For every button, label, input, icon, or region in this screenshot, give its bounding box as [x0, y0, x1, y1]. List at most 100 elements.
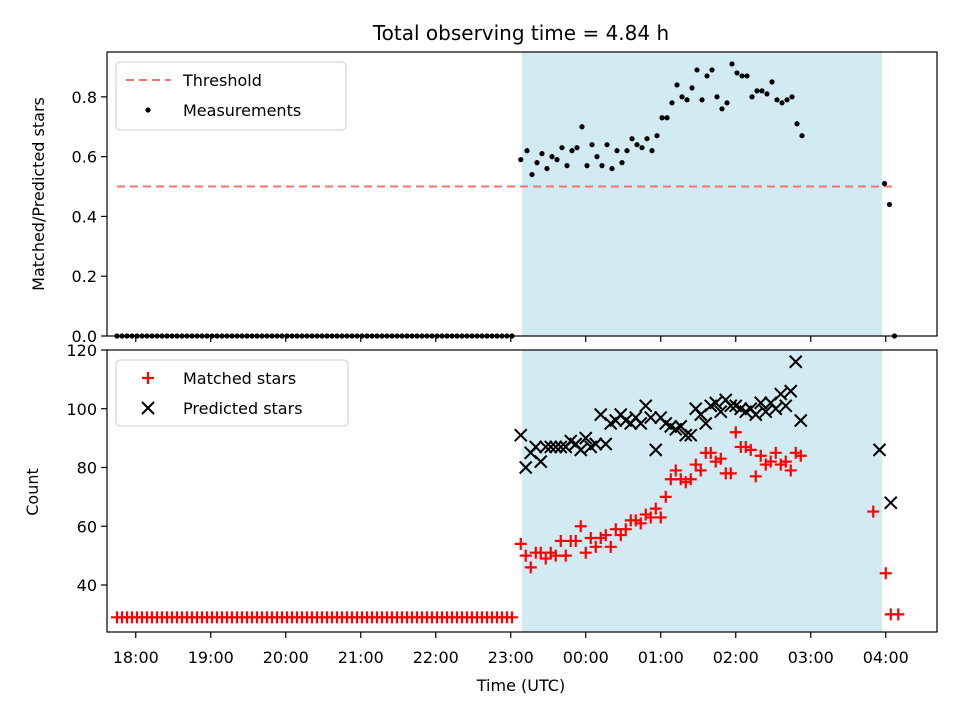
chart-title: Total observing time = 4.84 h: [372, 21, 669, 45]
predicted-star-point: [769, 402, 783, 416]
measurement-point: [584, 163, 590, 169]
predicted-star-point: [514, 428, 528, 442]
measurement-point: [794, 121, 800, 127]
legend-measurements-swatch: [145, 107, 151, 113]
xtick-label: 20:00: [263, 648, 309, 667]
matched-star-point: [669, 464, 682, 477]
predicted-star-point: [634, 416, 648, 431]
measurement-point: [729, 61, 735, 67]
matched-star-point: [724, 467, 737, 480]
measurement-point: [664, 115, 670, 121]
measurement-point: [549, 154, 555, 160]
measurement-point: [769, 79, 775, 85]
predicted-star-point: [872, 443, 887, 457]
measurement-point: [609, 165, 615, 172]
measurement-point: [649, 148, 655, 154]
top-observation-span: [522, 52, 882, 336]
bottom-y-ticks: 40 60 80 100 120: [66, 341, 107, 595]
measurement-point: [799, 133, 805, 139]
bottom-axes-frame: [106, 349, 938, 633]
legend-predicted-swatch: [141, 401, 155, 415]
measurement-point: [629, 136, 635, 142]
matched-star-point: [599, 529, 612, 542]
measurement-point: [639, 145, 645, 151]
predicted-star-point: [589, 437, 603, 451]
matched-star-point: [559, 549, 572, 562]
matched-star-point: [574, 520, 587, 533]
legend-predicted-label: Predicted stars: [183, 399, 303, 418]
measurement-point: [694, 67, 700, 73]
measurement-point: [734, 70, 740, 76]
matched-star-point: [879, 567, 892, 580]
legend-matched-swatch: [142, 372, 154, 384]
measurement-point: [614, 148, 620, 154]
predicted-star-point: [519, 460, 533, 475]
predicted-star-point: [709, 396, 723, 410]
predicted-star-point: [794, 413, 808, 428]
predicted-star-point: [679, 428, 693, 442]
measurement-point: [724, 100, 730, 106]
matched-star-point: [654, 511, 667, 524]
measurement-point: [684, 97, 690, 103]
measurement-point: [744, 73, 750, 79]
bottom-panel: 40 60 80 100 120 18:00 19:00 20:00 21:00 22:00 23…: [23, 341, 938, 695]
matched-star-point: [589, 540, 602, 553]
matched-star-point: [659, 490, 672, 503]
measurement-point: [886, 201, 893, 208]
matched-star-point: [749, 470, 762, 483]
predicted-star-point: [544, 440, 558, 454]
top-ytick-label: 0.6: [72, 148, 97, 167]
matched-star-point: [684, 473, 697, 486]
matched-star-point: [892, 608, 905, 621]
predicted-star-point: [714, 404, 728, 419]
predicted-star-point: [749, 407, 763, 422]
measurement-point: [704, 73, 710, 79]
predicted-star-point: [759, 404, 773, 419]
predicted-star-point: [539, 440, 553, 454]
predicted-star-point: [554, 440, 568, 454]
matched-stars-points: [111, 426, 905, 624]
top-x-ticks: [135, 336, 887, 342]
measurement-point: [679, 94, 685, 100]
xtick-label: 19:00: [188, 648, 234, 667]
measurement-point: [699, 97, 705, 103]
measurement-point: [574, 145, 580, 151]
matched-star-point: [604, 540, 617, 553]
matched-star-point: [779, 455, 792, 468]
legend-threshold-label: Threshold: [182, 71, 262, 90]
bottom-ytick-label: 120: [66, 341, 97, 360]
top-axes-frame: [106, 51, 938, 337]
measurement-point: [764, 91, 770, 97]
measurement-point: [784, 97, 790, 103]
bottom-x-ticks: 18:00 19:00 20:00 21:00 22:00 23:00 00:00 01:00…: [113, 632, 909, 667]
measurement-point: [674, 82, 680, 88]
measurement-point: [644, 136, 650, 142]
matched-star-point: [569, 534, 582, 547]
matched-star-point: [867, 505, 880, 518]
measurement-point: [881, 180, 888, 187]
xtick-label: 23:00: [488, 648, 534, 667]
predicted-star-point: [534, 454, 548, 469]
predicted-star-point: [684, 428, 698, 442]
xtick-label: 04:00: [863, 648, 909, 667]
xtick-label: 00:00: [563, 648, 609, 667]
bottom-ytick-label: 80: [77, 459, 97, 478]
predicted-star-point: [649, 443, 663, 457]
measurement-point: [594, 154, 600, 160]
matched-star-point: [634, 517, 647, 530]
predicted-stars-points: [514, 355, 898, 510]
matched-star-point: [506, 611, 518, 624]
measurement-point: [604, 142, 610, 148]
bottom-ytick-label: 100: [66, 400, 97, 419]
predicted-star-point: [549, 440, 563, 454]
measurement-point: [579, 124, 585, 130]
measurement-point: [739, 73, 745, 79]
predicted-star-point: [724, 399, 738, 413]
bottom-observation-span: [522, 350, 882, 632]
bottom-ytick-label: 60: [77, 517, 97, 536]
legend-matched-label: Matched stars: [183, 369, 296, 388]
predicted-star-point: [789, 355, 803, 369]
matched-star-point: [714, 452, 727, 465]
matched-star-point: [519, 549, 532, 562]
matched-star-point: [694, 464, 707, 477]
